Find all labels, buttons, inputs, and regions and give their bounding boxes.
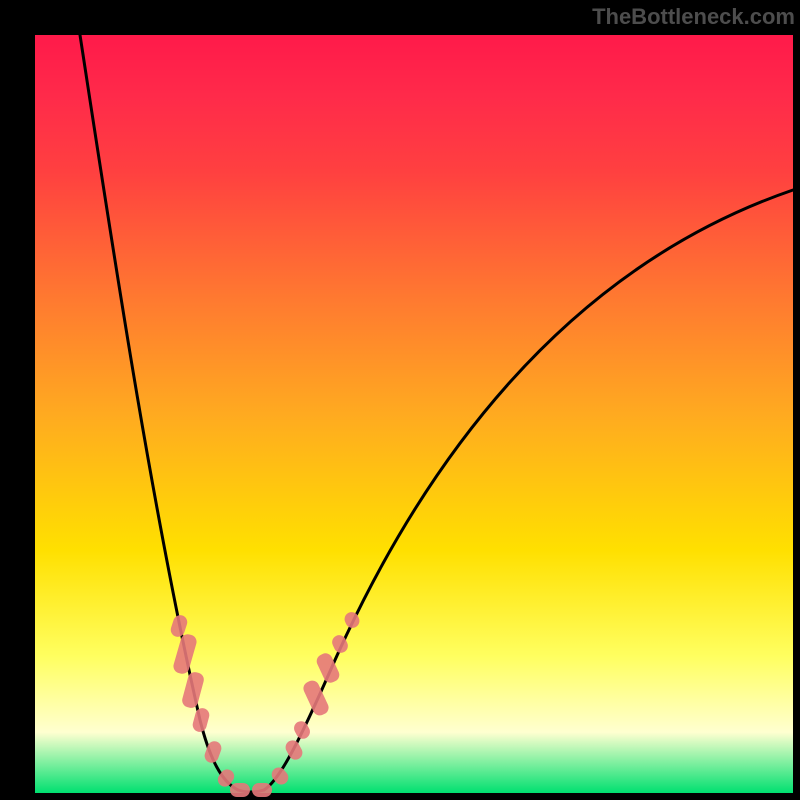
chart-overlay — [0, 0, 800, 800]
data-marker — [283, 738, 305, 762]
data-marker — [292, 719, 313, 741]
data-marker — [252, 783, 272, 797]
data-marker — [181, 671, 206, 710]
chart-container: TheBottleneck.com — [0, 0, 800, 800]
data-marker — [301, 678, 331, 717]
data-marker — [230, 783, 250, 797]
data-marker — [191, 707, 211, 734]
curve-path — [80, 35, 238, 790]
data-marker — [172, 633, 198, 676]
curve-path — [264, 190, 793, 790]
